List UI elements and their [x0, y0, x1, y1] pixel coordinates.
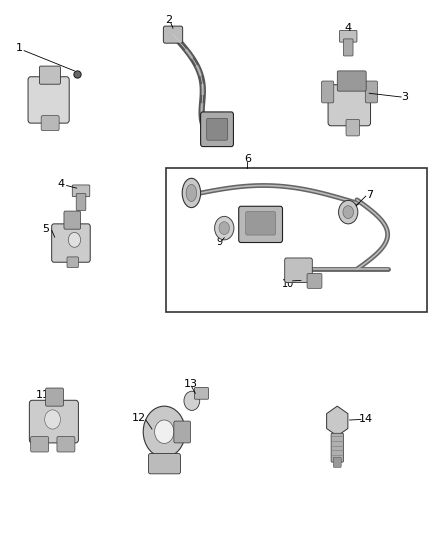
Text: 2: 2: [165, 15, 172, 25]
Text: 5: 5: [42, 224, 49, 234]
FancyBboxPatch shape: [207, 118, 228, 140]
FancyBboxPatch shape: [41, 116, 59, 131]
FancyBboxPatch shape: [29, 400, 78, 443]
FancyBboxPatch shape: [307, 273, 322, 288]
FancyBboxPatch shape: [194, 387, 208, 399]
FancyBboxPatch shape: [339, 30, 357, 42]
FancyBboxPatch shape: [28, 77, 69, 123]
FancyBboxPatch shape: [246, 212, 276, 235]
FancyBboxPatch shape: [331, 433, 343, 462]
FancyBboxPatch shape: [39, 66, 60, 84]
Text: 13: 13: [184, 379, 198, 389]
FancyBboxPatch shape: [148, 454, 180, 474]
Text: 8: 8: [272, 221, 278, 231]
FancyBboxPatch shape: [346, 119, 360, 136]
Circle shape: [155, 420, 174, 443]
Ellipse shape: [182, 178, 201, 207]
Circle shape: [184, 391, 200, 410]
FancyBboxPatch shape: [343, 39, 353, 56]
Circle shape: [343, 206, 353, 219]
Text: 3: 3: [402, 92, 409, 102]
FancyBboxPatch shape: [285, 258, 312, 282]
FancyBboxPatch shape: [201, 112, 233, 147]
Text: 4: 4: [58, 179, 65, 189]
Text: 10: 10: [282, 279, 294, 288]
FancyBboxPatch shape: [174, 421, 191, 443]
FancyBboxPatch shape: [31, 437, 49, 452]
Text: 14: 14: [359, 415, 373, 424]
FancyBboxPatch shape: [46, 388, 64, 406]
FancyBboxPatch shape: [337, 71, 366, 91]
Text: 9: 9: [217, 237, 223, 247]
Ellipse shape: [186, 184, 197, 201]
Circle shape: [143, 406, 185, 457]
FancyBboxPatch shape: [365, 81, 378, 103]
FancyBboxPatch shape: [72, 185, 90, 197]
FancyBboxPatch shape: [321, 81, 334, 103]
Circle shape: [219, 222, 230, 235]
FancyBboxPatch shape: [52, 224, 90, 262]
Text: 1: 1: [16, 43, 23, 53]
Text: 4: 4: [345, 23, 352, 33]
Text: 7: 7: [367, 190, 374, 199]
Circle shape: [215, 216, 234, 240]
FancyBboxPatch shape: [64, 211, 81, 229]
FancyBboxPatch shape: [163, 26, 183, 43]
FancyBboxPatch shape: [67, 257, 78, 268]
Polygon shape: [327, 406, 348, 436]
Text: 6: 6: [244, 154, 251, 164]
FancyBboxPatch shape: [76, 193, 86, 211]
FancyBboxPatch shape: [239, 206, 283, 243]
Circle shape: [68, 232, 81, 247]
FancyBboxPatch shape: [328, 85, 371, 126]
Circle shape: [339, 200, 358, 224]
FancyBboxPatch shape: [57, 437, 75, 452]
Text: 11: 11: [36, 391, 50, 400]
Text: 12: 12: [132, 414, 146, 423]
FancyBboxPatch shape: [333, 457, 341, 467]
Bar: [166, 168, 427, 312]
Circle shape: [45, 410, 60, 429]
